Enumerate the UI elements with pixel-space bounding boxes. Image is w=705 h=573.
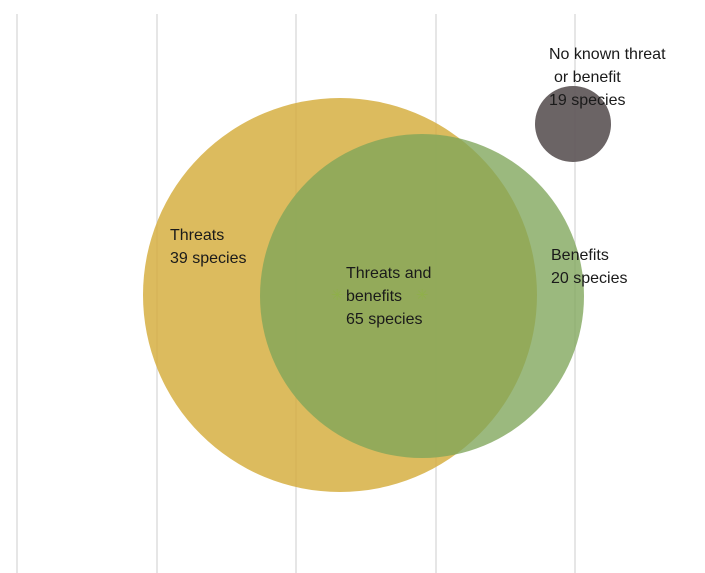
overlap-label: Threats and benefits 65 species bbox=[346, 262, 431, 331]
benefits-label-count: 20 species bbox=[551, 270, 628, 287]
threats-label-count: 39 species bbox=[170, 250, 247, 267]
overlap-label-line1: Threats and bbox=[346, 265, 432, 282]
no-threat-label-count: 19 species bbox=[549, 92, 626, 109]
overlap-label-count: 65 species bbox=[346, 311, 423, 328]
no-threat-or-benefit-circle bbox=[535, 86, 611, 162]
benefits-label: Benefits 20 species bbox=[551, 244, 628, 290]
threats-label: Threats 39 species bbox=[170, 224, 247, 270]
no-threat-label: No known threat or benefit 19 species bbox=[549, 43, 666, 112]
benefits-center-marker: ✳ bbox=[416, 286, 429, 304]
benefits-circle bbox=[260, 134, 584, 458]
benefits-label-title: Benefits bbox=[551, 247, 609, 264]
threats-label-title: Threats bbox=[170, 227, 225, 244]
no-threat-label-line1: No known threat bbox=[549, 46, 666, 63]
overlap-label-line2: benefits bbox=[346, 288, 403, 305]
no-threat-label-line2: or benefit bbox=[554, 69, 621, 86]
threats-center-marker: ✳ bbox=[331, 286, 344, 304]
center-markers: ✳ ✳ bbox=[331, 286, 429, 304]
